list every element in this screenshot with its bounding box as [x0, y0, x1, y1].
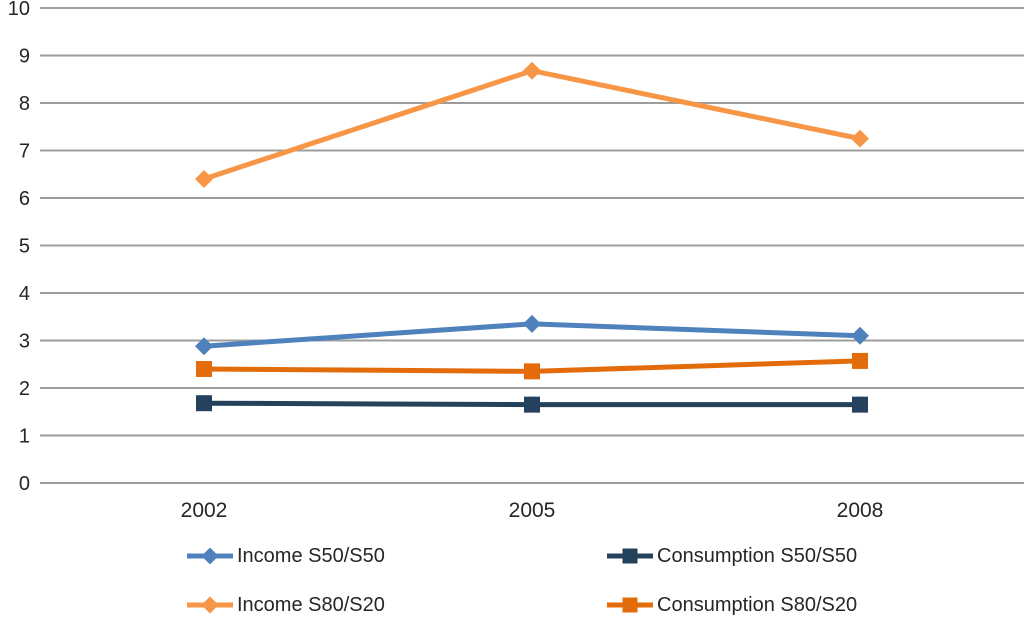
legend-item-consumption-s50-s50: Consumption S50/S50 [607, 542, 857, 570]
legend-item-consumption-s80-s20: Consumption S80/S20 [607, 591, 857, 618]
y-tick-label: 10 [8, 0, 30, 20]
legend-item-income-s80-s20: Income S80/S20 [187, 591, 607, 618]
square-marker-icon [852, 396, 868, 413]
legend-label-consumption-s80-s20: Consumption S80/S20 [657, 593, 858, 616]
plot-area: 0 1 2 3 4 5 6 7 8 9 10 2002 2005 2008 [8, 0, 1024, 522]
square-marker-icon [196, 395, 212, 412]
y-tick-label: 5 [19, 236, 30, 258]
legend-marker-income-s50-s50-icon [187, 547, 233, 565]
square-marker-icon [622, 597, 638, 613]
square-marker-icon [524, 396, 540, 413]
x-tick-label: 2002 [181, 499, 228, 522]
x-tick-label: 2008 [837, 499, 884, 522]
diamond-marker-icon [851, 129, 869, 148]
legend-marker-income-s80-s20-icon [187, 596, 233, 614]
y-tick-label: 3 [19, 331, 30, 353]
diamond-marker-icon [201, 596, 219, 614]
diamond-marker-icon [195, 170, 213, 188]
y-tick-label: 1 [19, 426, 30, 448]
square-marker-icon [622, 548, 638, 564]
y-tick-label: 4 [19, 283, 30, 305]
y-tick-label: 7 [19, 141, 30, 163]
x-tick-label: 2005 [509, 499, 556, 522]
legend-item-income-s50-s50: Income S50/S50 [187, 542, 607, 570]
diamond-marker-icon [523, 61, 541, 80]
y-tick-label: 6 [19, 188, 30, 210]
square-marker-icon [524, 363, 540, 380]
y-tick-label: 0 [19, 473, 30, 495]
legend: Income S50/S50 Consumption S50/S50 Incom… [187, 542, 857, 618]
y-tick-label: 8 [19, 93, 30, 115]
diamond-marker-icon [851, 326, 869, 345]
y-tick-label: 9 [19, 46, 30, 68]
diamond-marker-icon [523, 314, 541, 333]
legend-label-income-s80-s20: Income S80/S20 [237, 593, 385, 616]
legend-marker-consumption-s50-s50-icon [607, 548, 653, 564]
series-line [203, 68, 861, 182]
legend-label-income-s50-s50: Income S50/S50 [237, 544, 385, 567]
legend-marker-consumption-s80-s20-icon [607, 597, 653, 613]
diamond-marker-icon [201, 547, 219, 565]
square-marker-icon [196, 361, 212, 377]
y-tick-label: 2 [19, 378, 30, 400]
square-marker-icon [852, 352, 868, 369]
diamond-marker-icon [195, 337, 213, 356]
legend-label-consumption-s50-s50: Consumption S50/S50 [657, 544, 858, 567]
